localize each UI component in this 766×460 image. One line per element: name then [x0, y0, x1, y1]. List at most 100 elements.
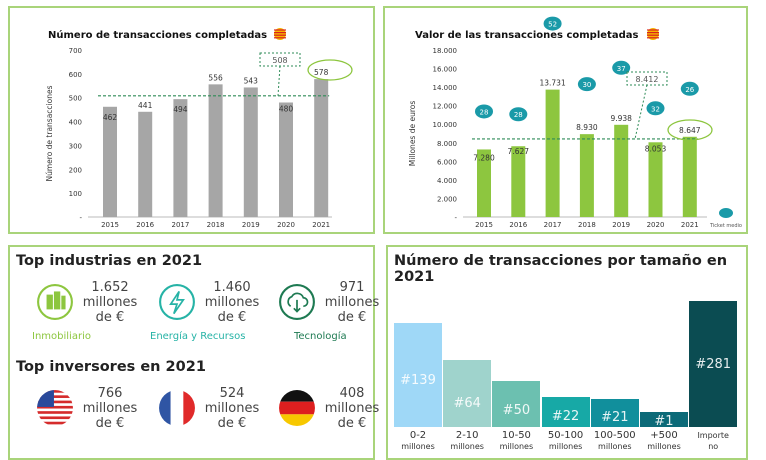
category-range: 10-50 — [501, 430, 531, 441]
average-label: 8.412 — [636, 75, 659, 84]
size-category-label: +500 millones — [640, 430, 688, 452]
ticket-value: 28 — [514, 111, 523, 119]
size-bar: #1 — [640, 412, 688, 429]
size-value-label: #139 — [400, 373, 436, 388]
ticket-value: 30 — [582, 81, 591, 89]
usa-flag-icon — [36, 389, 74, 427]
x-tick-label: 2021 — [312, 221, 330, 229]
category-unit: no — [708, 442, 719, 451]
ticket-value: 26 — [685, 86, 694, 94]
size-category-label: 0-2 millones — [394, 430, 442, 452]
data-label: 8.930 — [576, 123, 598, 132]
highlight-2021 — [307, 59, 353, 81]
amount-value: 971 — [339, 280, 365, 295]
y-axis-label: Número de transacciones — [45, 85, 54, 181]
category-range: 100-500 — [593, 430, 636, 441]
ticket-bubble — [543, 16, 562, 31]
y-tick-label: - — [454, 214, 457, 222]
y-tick-label: 300 — [69, 142, 82, 150]
category-unit: millones — [499, 442, 534, 451]
flag-stripe — [274, 32, 286, 34]
amount-text: 971 millones de € — [322, 280, 382, 325]
data-label: 543 — [244, 76, 259, 85]
ticket-value: 52 — [548, 21, 557, 29]
ticket-bubble — [680, 81, 699, 96]
amount-unit1: millones — [82, 295, 138, 310]
amount-value: 1.652 — [91, 280, 129, 295]
y-tick-label: 4.000 — [437, 177, 457, 185]
average-connector — [277, 65, 281, 96]
amount-unit2: de € — [95, 416, 125, 431]
amount-value: 408 — [339, 386, 365, 401]
x-tick-label: 2019 — [242, 221, 260, 229]
bar-2020 — [279, 102, 293, 217]
flag-stripe — [647, 29, 659, 31]
size-category-label: 50-100 millones — [542, 430, 590, 452]
amount-value: 1.460 — [213, 280, 251, 295]
x-tick-label: 2020 — [647, 221, 665, 229]
size-chart-title: Número de transacciones por tamaño en 20… — [394, 253, 728, 285]
data-label: 7.280 — [473, 153, 495, 162]
x-tick-label: 2019 — [612, 221, 630, 229]
lightning-icon — [158, 283, 196, 321]
catalonia-flag-icon — [647, 28, 659, 40]
chart-title: Número de transacciones completadas — [48, 29, 267, 41]
data-label: 9.938 — [610, 114, 632, 123]
industry-name: Tecnología — [294, 331, 347, 342]
bar-2015 — [477, 149, 491, 217]
amount-unit2: de € — [95, 310, 125, 325]
category-unit: millones — [401, 442, 435, 451]
size-category-label: 10-50 millones — [492, 430, 540, 452]
amount-unit2: de € — [217, 416, 247, 431]
size-bar: #139 — [394, 323, 442, 427]
y-tick-label: 6.000 — [437, 158, 457, 166]
amount-unit1: millones — [82, 401, 138, 416]
y-tick-label: 600 — [69, 71, 82, 79]
ticket-bubble — [475, 104, 493, 119]
flag-stripe — [647, 32, 659, 34]
flag-circle — [647, 28, 659, 40]
data-label: 441 — [138, 101, 153, 110]
legend-label: Ticket medio — [709, 223, 742, 229]
y-tick-label: - — [79, 214, 82, 222]
size-value-label: #1 — [654, 414, 674, 429]
chart-title: Valor de las transacciones completadas — [415, 30, 638, 41]
data-label: 8.647 — [679, 126, 701, 135]
y-tick-label: 8.000 — [437, 140, 457, 148]
data-label: 556 — [208, 73, 223, 82]
data-label: 480 — [279, 104, 294, 113]
highlight-2021 — [667, 119, 713, 141]
size-bar: #64 — [443, 360, 492, 427]
category-unit: millones — [548, 442, 583, 451]
amount-value: 524 — [219, 386, 245, 401]
y-tick-label: 700 — [69, 47, 82, 55]
top-industries-title: Top industrias en 2021 — [16, 253, 203, 269]
size-category-label: 100-500 millones — [591, 430, 639, 452]
size-value-label: #64 — [453, 396, 481, 411]
y-tick-label: 10.000 — [433, 121, 458, 129]
amount-unit1: millones — [324, 295, 380, 310]
size-category-label: Importe no — [689, 430, 737, 452]
ticket-bubble — [509, 107, 528, 122]
data-label: 462 — [103, 113, 118, 122]
size-bar: #21 — [590, 399, 639, 427]
germany-flag-icon — [278, 389, 316, 427]
size-value-label: #22 — [551, 409, 580, 424]
size-category-label: 2-10 millones — [443, 430, 491, 452]
transactions-count-panel: Número de transacciones completadas Númer… — [8, 6, 375, 234]
bar-2016 — [138, 111, 153, 217]
x-tick-label: 2017 — [544, 221, 562, 229]
amount-text: 1.460 millones de € — [202, 280, 262, 325]
legend-bubble — [719, 208, 733, 218]
y-axis-label: Millones de euros — [408, 101, 417, 167]
x-tick-label: 2018 — [207, 221, 225, 229]
ticket-bubble — [612, 60, 631, 75]
amount-value: 766 — [97, 386, 123, 401]
category-range: 0-2 — [409, 430, 427, 441]
y-tick-label: 400 — [69, 119, 82, 127]
catalonia-flag-icon — [274, 28, 286, 40]
ticket-value: 32 — [651, 105, 660, 113]
bar-2018 — [579, 134, 594, 217]
bar-2021 — [314, 79, 329, 217]
bar-2017 — [173, 99, 188, 217]
